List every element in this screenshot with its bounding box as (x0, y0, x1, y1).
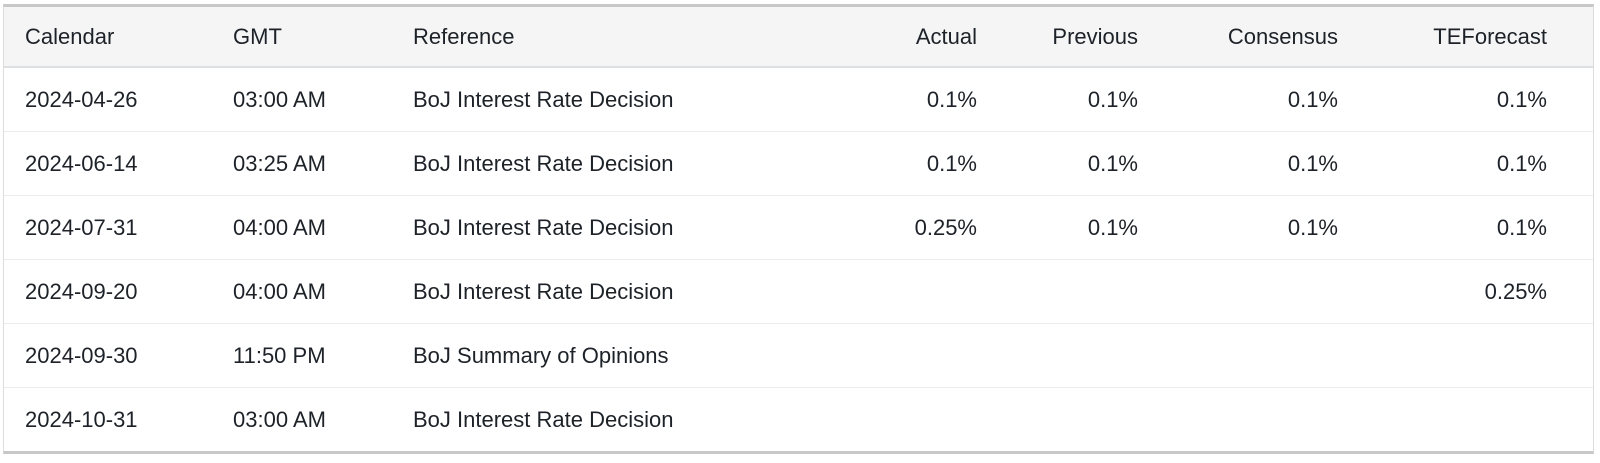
cell-previous (989, 323, 1150, 388)
table-row[interactable]: 2024-06-14 03:25 AM BoJ Interest Rate De… (4, 131, 1593, 196)
cell-consensus (1150, 259, 1350, 324)
cell-gmt: 04:00 AM (212, 259, 392, 324)
cell-teforecast: 0.1% (1350, 131, 1593, 196)
cell-previous: 0.1% (989, 195, 1150, 260)
cell-gmt: 03:00 AM (212, 387, 392, 451)
cell-teforecast: 0.25% (1350, 259, 1593, 324)
column-header-previous: Previous (989, 7, 1150, 68)
cell-previous: 0.1% (989, 67, 1150, 132)
cell-consensus (1150, 387, 1350, 451)
cell-reference[interactable]: BoJ Summary of Opinions (392, 323, 800, 388)
cell-reference[interactable]: BoJ Interest Rate Decision (392, 67, 800, 132)
cell-calendar: 2024-09-20 (4, 259, 212, 324)
table-body: 2024-04-26 03:00 AM BoJ Interest Rate De… (4, 67, 1593, 451)
cell-gmt: 03:00 AM (212, 67, 392, 132)
cell-reference[interactable]: BoJ Interest Rate Decision (392, 195, 800, 260)
cell-actual (800, 323, 989, 388)
cell-actual (800, 259, 989, 324)
cell-actual: 0.1% (800, 67, 989, 132)
column-header-actual: Actual (800, 7, 989, 68)
cell-calendar: 2024-07-31 (4, 195, 212, 260)
column-header-reference: Reference (392, 7, 800, 68)
column-header-consensus: Consensus (1150, 7, 1350, 68)
cell-previous (989, 259, 1150, 324)
cell-consensus: 0.1% (1150, 67, 1350, 132)
cell-consensus: 0.1% (1150, 195, 1350, 260)
table-row[interactable]: 2024-04-26 03:00 AM BoJ Interest Rate De… (4, 67, 1593, 132)
cell-actual: 0.25% (800, 195, 989, 260)
column-header-gmt: GMT (212, 7, 392, 68)
table-header: Calendar GMT Reference Actual Previous C… (4, 7, 1593, 68)
cell-previous: 0.1% (989, 131, 1150, 196)
header-row: Calendar GMT Reference Actual Previous C… (4, 7, 1593, 68)
cell-calendar: 2024-10-31 (4, 387, 212, 451)
cell-actual (800, 387, 989, 451)
cell-gmt: 04:00 AM (212, 195, 392, 260)
economic-calendar: Calendar GMT Reference Actual Previous C… (4, 7, 1593, 451)
calendar-table: Calendar GMT Reference Actual Previous C… (3, 4, 1594, 454)
cell-reference[interactable]: BoJ Interest Rate Decision (392, 387, 800, 451)
cell-consensus (1150, 323, 1350, 388)
column-header-teforecast: TEForecast (1350, 7, 1593, 68)
table-row[interactable]: 2024-09-30 11:50 PM BoJ Summary of Opini… (4, 323, 1593, 388)
cell-teforecast (1350, 323, 1593, 388)
table-row[interactable]: 2024-07-31 04:00 AM BoJ Interest Rate De… (4, 195, 1593, 260)
cell-teforecast (1350, 387, 1593, 451)
cell-reference[interactable]: BoJ Interest Rate Decision (392, 131, 800, 196)
cell-actual: 0.1% (800, 131, 989, 196)
cell-gmt: 03:25 AM (212, 131, 392, 196)
cell-previous (989, 387, 1150, 451)
cell-consensus: 0.1% (1150, 131, 1350, 196)
table-row[interactable]: 2024-10-31 03:00 AM BoJ Interest Rate De… (4, 387, 1593, 451)
cell-reference[interactable]: BoJ Interest Rate Decision (392, 259, 800, 324)
cell-calendar: 2024-04-26 (4, 67, 212, 132)
cell-calendar: 2024-06-14 (4, 131, 212, 196)
table-row[interactable]: 2024-09-20 04:00 AM BoJ Interest Rate De… (4, 259, 1593, 324)
cell-teforecast: 0.1% (1350, 67, 1593, 132)
cell-calendar: 2024-09-30 (4, 323, 212, 388)
cell-teforecast: 0.1% (1350, 195, 1593, 260)
column-header-calendar: Calendar (4, 7, 212, 68)
cell-gmt: 11:50 PM (212, 323, 392, 388)
